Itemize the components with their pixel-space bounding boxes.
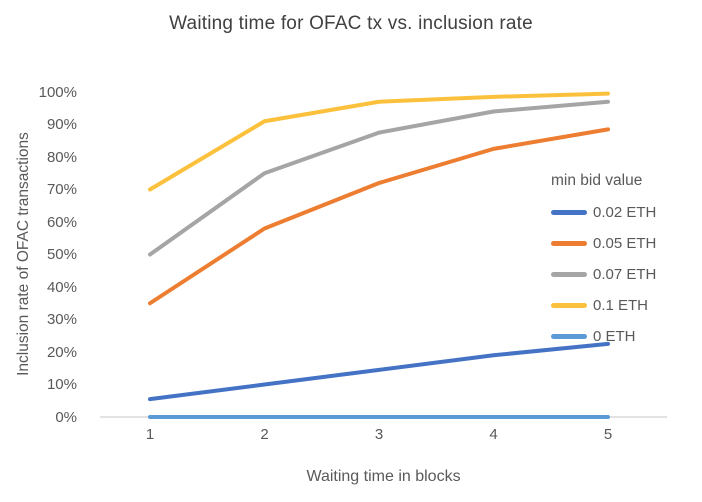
- legend-item: 0.02 ETH: [551, 197, 656, 228]
- legend-item: 0.1 ETH: [551, 290, 656, 321]
- line-series-0-02-eth: [148, 341, 610, 402]
- legend-swatch-line: [551, 303, 587, 308]
- legend-label: 0.1 ETH: [593, 297, 649, 314]
- y-tick-label: 60%: [46, 213, 77, 231]
- y-tick-label: 80%: [46, 148, 77, 166]
- legend-items: 0.02 ETH 0.05 ETH 0.07 ETH 0.1 ETH 0 ETH: [551, 197, 656, 352]
- legend-swatch-line: [551, 334, 587, 339]
- x-tick-label: 4: [489, 426, 498, 443]
- y-tick-label: 0%: [55, 408, 77, 426]
- legend-item: 0 ETH: [551, 321, 656, 352]
- x-tick-label: 3: [374, 426, 384, 443]
- legend-label: 0 ETH: [593, 328, 636, 345]
- y-tick-label: 100%: [38, 83, 77, 101]
- legend-title: min bid value: [551, 172, 643, 189]
- y-tick-label: 30%: [46, 311, 77, 328]
- x-tick-label: 1: [145, 426, 155, 443]
- y-tick-label: 40%: [46, 278, 77, 296]
- legend: min bid value 0.02 ETH 0.05 ETH 0.07 ETH 0.…: [551, 172, 656, 352]
- line-series-0-05-eth: [148, 127, 610, 306]
- x-axis-title: Waiting time in blocks: [306, 468, 461, 485]
- y-tick-label: 10%: [46, 376, 77, 393]
- legend-label: 0.07 ETH: [593, 266, 657, 283]
- legend-swatch-line: [551, 210, 587, 215]
- legend-label: 0.02 ETH: [593, 204, 657, 221]
- y-tick-label: 90%: [46, 116, 77, 133]
- x-tick-label: 2: [260, 426, 269, 443]
- line-series-0-1-eth: [148, 91, 610, 192]
- legend-label: 0.05 ETH: [593, 235, 657, 252]
- x-tick-label: 5: [603, 426, 613, 443]
- legend-item: 0.07 ETH: [551, 259, 656, 290]
- line-series-0-07-eth: [148, 99, 610, 257]
- chart-title: Waiting time for OFAC tx vs. inclusion r…: [169, 13, 533, 34]
- y-tick-label: 50%: [46, 246, 77, 263]
- y-tick-label: 20%: [46, 343, 77, 361]
- y-tick-label: 70%: [46, 181, 77, 198]
- legend-swatch-line: [551, 241, 587, 246]
- legend-item: 0.05 ETH: [551, 228, 656, 259]
- legend-swatch-line: [551, 272, 587, 277]
